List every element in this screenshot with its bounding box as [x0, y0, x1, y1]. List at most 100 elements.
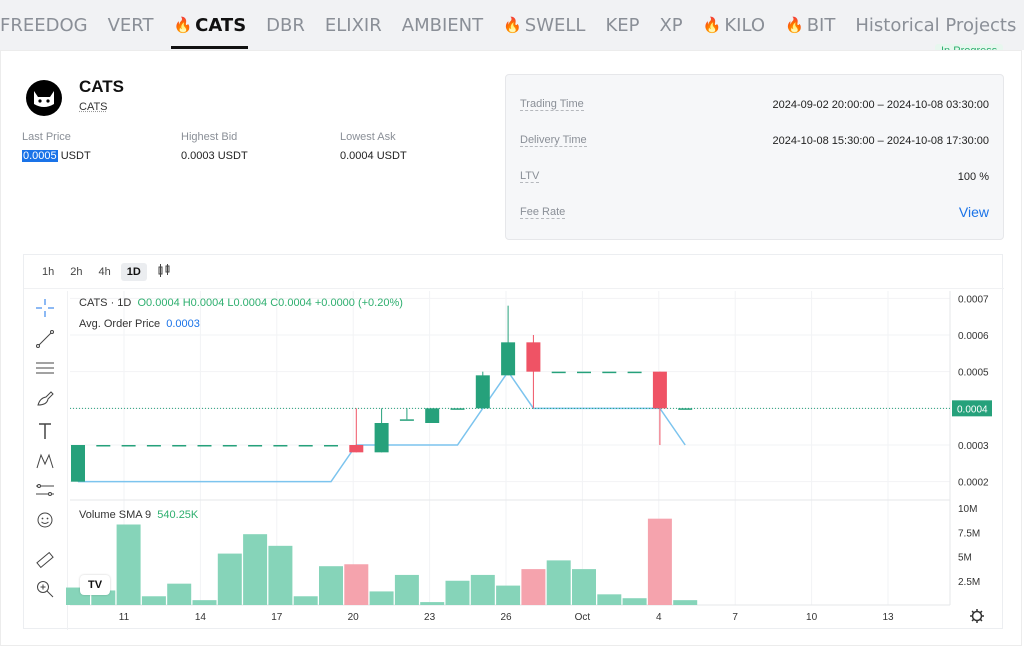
info-panel: Trading Time 2024-09-02 20:00:00 – 2024-… [505, 74, 1004, 240]
candle-body [551, 371, 566, 374]
timeframe-4h[interactable]: 4h [98, 265, 111, 278]
tab-ambient[interactable]: AMBIENT [392, 0, 493, 50]
measure-icon[interactable] [34, 479, 56, 501]
info-key[interactable]: LTV [520, 170, 540, 183]
timeframe-1d[interactable]: 1D [120, 262, 147, 281]
tab-label: KEP [605, 14, 640, 36]
volume-bar [319, 566, 343, 605]
volume-bar [116, 524, 141, 605]
stat-label: Highest Bid [181, 131, 238, 143]
tab-label: SWELL [524, 14, 586, 36]
volume-bar [369, 591, 394, 605]
tab-swell[interactable]: 🔥 SWELL [493, 0, 595, 50]
chart-toolbar: 1h 2h 4h 1D [24, 255, 1004, 289]
tab-dbr[interactable]: DBR [256, 0, 315, 50]
info-key[interactable]: Fee Rate [520, 205, 566, 219]
tab-kilo[interactable]: 🔥 KILO [693, 0, 775, 50]
tab-xp[interactable]: XP [649, 0, 692, 50]
tab-kep[interactable]: KEP [595, 0, 649, 50]
tab-historical-projects[interactable]: Historical Projects▼ [845, 0, 1024, 50]
tab-label: FREEDOG [0, 14, 88, 36]
stat-value: 0.0003 [181, 150, 215, 162]
price-tick-label: 0.0003 [958, 441, 989, 452]
info-value: 2024-09-02 20:00:00 – 2024-10-08 03:30:0… [772, 98, 989, 111]
x-tick-label: 26 [500, 612, 512, 623]
candle-body [349, 445, 364, 453]
volume-bar [268, 545, 293, 605]
chart-plot[interactable]: 0.0007 0.0006 0.0005 0.0004 0.0003 0.0002 0.00… [24, 255, 1004, 630]
volume-bar [445, 580, 470, 605]
info-key[interactable]: Trading Time [520, 98, 584, 111]
brush-icon[interactable] [34, 388, 56, 410]
pattern-icon[interactable] [34, 450, 56, 472]
tradingview-logo-icon: TV [80, 575, 110, 595]
crosshair-icon[interactable] [34, 297, 56, 319]
price-tick-label: 0.0006 [958, 331, 989, 342]
ruler-icon[interactable] [34, 549, 56, 571]
stat-unit: USDT [376, 150, 407, 162]
timeframe-1h[interactable]: 1h [42, 265, 55, 278]
candle-body [96, 445, 111, 447]
tab-label: Historical Projects [855, 14, 1017, 36]
trend-line-icon[interactable] [34, 328, 56, 350]
stat-last-price: Last Price 0.0005 USDT [22, 131, 91, 162]
candle-body [324, 445, 338, 447]
timeframe-2h[interactable]: 2h [70, 265, 83, 278]
candle-body [501, 342, 516, 376]
project-tabs: FREEDOG VERT 🔥 CATS DBR ELIXIR AMBIENT 🔥 SWELL KE… [0, 0, 1024, 50]
candle-body [425, 408, 440, 423]
emoji-icon[interactable] [34, 509, 56, 531]
x-tick-label: 4 [656, 612, 662, 623]
x-tick-label: 11 [119, 612, 130, 623]
volume-bar [217, 553, 242, 605]
zoom-in-icon[interactable] [34, 578, 56, 600]
tab-freedog[interactable]: FREEDOG [0, 0, 98, 50]
price-tick-label: 0.0002 [958, 478, 989, 489]
volume-tick-label: 2.5M [958, 577, 980, 588]
project-card: CATS CATS Last Price 0.0005 USDT Highest… [0, 50, 1022, 646]
volume-bar [496, 585, 521, 605]
volume-bar [673, 600, 698, 605]
volume-bar [521, 569, 546, 605]
chart-legend: CATS · 1D O0.0004 H0.0004 L0.0004 C0.000… [79, 297, 403, 309]
fee-rate-view-link[interactable]: View [958, 204, 989, 220]
tab-label: XP [659, 14, 683, 36]
tab-cats[interactable]: 🔥 CATS [163, 0, 256, 50]
volume-bar [546, 560, 571, 605]
candle-body [146, 445, 161, 447]
horizontal-lines-icon[interactable] [34, 357, 56, 379]
stat-value: 0.0005 [22, 150, 58, 162]
volume-bar [141, 596, 166, 605]
volume-bar [597, 594, 622, 605]
candle-body [172, 445, 187, 447]
x-tick-label: 23 [424, 612, 436, 623]
candle-body [652, 371, 667, 409]
stat-highest-bid: Highest Bid 0.0003 USDT [181, 131, 248, 162]
stat-lowest-ask: Lowest Ask 0.0004 USDT [340, 131, 407, 162]
volume-bar [243, 534, 268, 605]
tab-label: DBR [266, 14, 305, 36]
info-row-ltv: LTV 100 % [520, 170, 989, 183]
candle-body [222, 445, 237, 447]
legend-ohlc: O0.0004 H0.0004 L0.0004 C0.0004 +0.0000 … [137, 297, 403, 309]
stat-value: 0.0004 [340, 150, 374, 162]
settings-gear-icon[interactable] [970, 609, 984, 623]
tab-vert[interactable]: VERT [98, 0, 164, 50]
volume-label: Volume SMA 9 [79, 509, 152, 521]
info-key[interactable]: Delivery Time [520, 134, 587, 147]
info-value: 2024-10-08 15:30:00 – 2024-10-08 17:30:0… [772, 134, 989, 147]
tab-label: KILO [724, 14, 766, 36]
x-tick-label: 17 [271, 612, 283, 623]
tab-bit[interactable]: 🔥 BIT [775, 0, 845, 50]
candle-body [197, 445, 212, 447]
volume-tick-label: 7.5M [958, 528, 980, 539]
fire-icon: 🔥 [503, 16, 522, 34]
tab-elixir[interactable]: ELIXIR [315, 0, 392, 50]
tab-label: BIT [806, 14, 836, 36]
candle-body [602, 371, 617, 374]
text-tool-icon[interactable] [34, 420, 56, 442]
x-tick-label: 20 [348, 612, 360, 623]
volume-bar [647, 518, 672, 605]
candle-body [678, 408, 693, 410]
candle-style-icon[interactable] [151, 261, 177, 283]
